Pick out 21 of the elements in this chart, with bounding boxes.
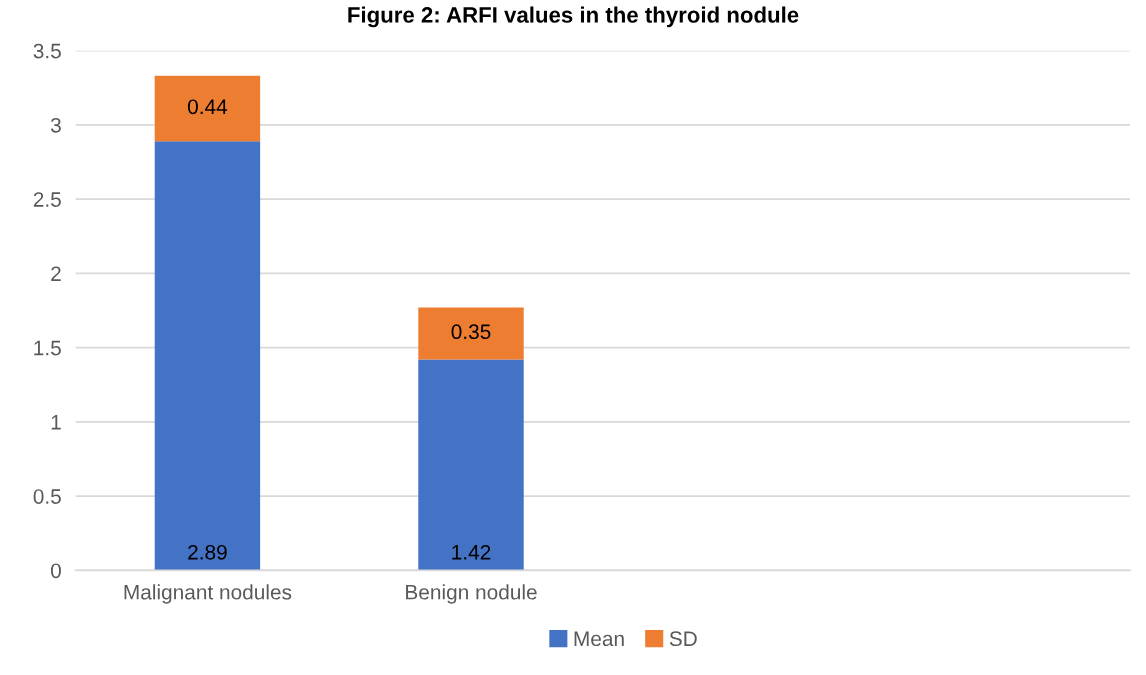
- data-label: 0.35: [451, 324, 491, 340]
- legend-label: SD: [669, 631, 697, 647]
- y-tick-label: 2.5: [33, 192, 61, 207]
- data-label: 2.89: [188, 544, 227, 560]
- x-tick-label: Benign nodule: [406, 584, 537, 604]
- data-label: 0.44: [187, 99, 228, 115]
- y-tick-label: 0.5: [33, 489, 61, 504]
- bar: [418, 307, 524, 360]
- legend-label: Mean: [574, 631, 624, 647]
- bar: [418, 359, 524, 571]
- y-tick-label: 3.5: [33, 43, 61, 59]
- y-tick-label: 3: [50, 117, 61, 133]
- y-tick-label: 1.5: [34, 340, 61, 356]
- data-label: 1.42: [452, 544, 491, 560]
- y-tick-label: 1: [51, 415, 61, 430]
- y-tick-label: 2: [51, 266, 61, 281]
- bar: [154, 141, 261, 571]
- chart-title: Figure 2: ARFI values in the thyroid nodule: [348, 6, 799, 28]
- bar: [154, 75, 261, 142]
- x-tick-label: Malignant nodules: [124, 584, 292, 604]
- y-tick-label: 0: [50, 563, 61, 579]
